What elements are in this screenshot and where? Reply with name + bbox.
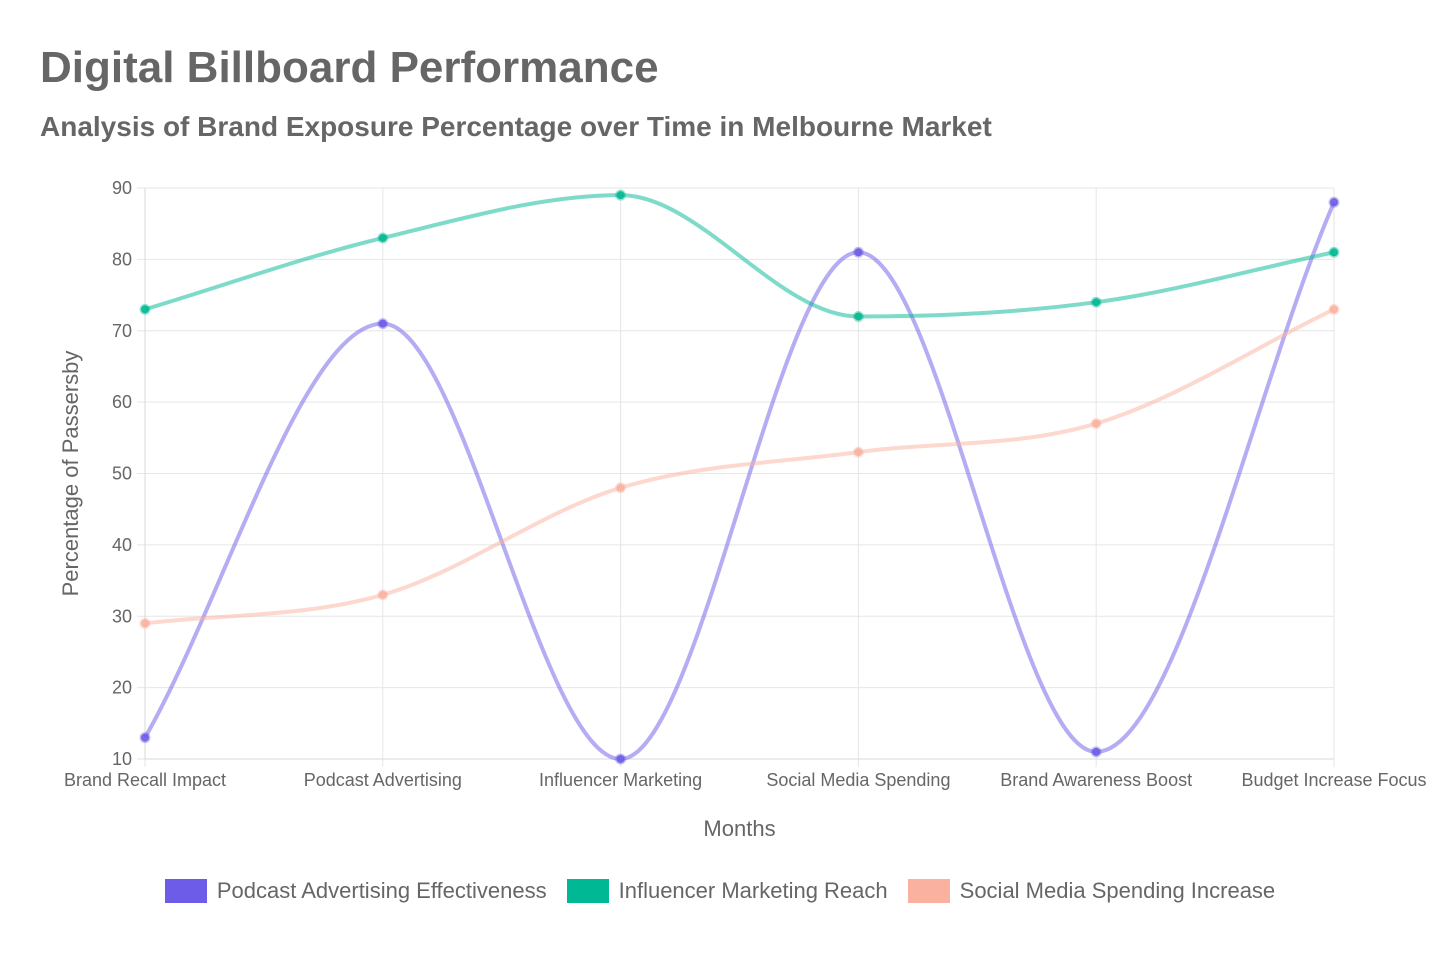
legend-label: Influencer Marketing Reach bbox=[618, 878, 888, 903]
y-axis-title: Percentage of Passersby bbox=[58, 351, 83, 597]
data-point[interactable] bbox=[615, 482, 627, 494]
series-line-1 bbox=[143, 201, 1336, 761]
data-point[interactable] bbox=[377, 232, 389, 244]
axes bbox=[144, 188, 1334, 760]
legend-swatch bbox=[566, 879, 609, 903]
data-point[interactable] bbox=[1090, 418, 1102, 430]
data-point[interactable] bbox=[377, 589, 389, 601]
chart-legend: Podcast Advertising Effectiveness Influen… bbox=[0, 878, 1440, 904]
y-tick-label: 50 bbox=[112, 464, 132, 484]
data-point[interactable] bbox=[139, 732, 151, 744]
tick-labels: 10 20 30 40 50 60 70 80 90 Brand Recall Impact Pod… bbox=[64, 178, 1427, 790]
data-point[interactable] bbox=[1090, 296, 1102, 308]
y-tick-label: 30 bbox=[112, 606, 132, 626]
legend-swatch bbox=[907, 879, 950, 903]
legend-item-3[interactable]: Social Media Spending Increase bbox=[907, 878, 1276, 904]
data-point[interactable] bbox=[377, 318, 389, 330]
y-tick-label: 20 bbox=[112, 678, 132, 698]
chart-subtitle: Analysis of Brand Exposure Percentage ov… bbox=[40, 111, 992, 142]
chart-title: Digital Billboard Performance bbox=[40, 43, 659, 92]
legend-label: Podcast Advertising Effectiveness bbox=[216, 878, 547, 903]
data-point[interactable] bbox=[852, 446, 864, 458]
x-tick-label: Budget Increase Focus bbox=[1241, 770, 1426, 790]
y-tick-label: 90 bbox=[112, 178, 132, 198]
data-point[interactable] bbox=[615, 753, 627, 765]
data-point[interactable] bbox=[615, 189, 627, 201]
series-lines bbox=[143, 193, 1336, 761]
data-point[interactable] bbox=[1328, 196, 1340, 208]
legend-label: Social Media Spending Increase bbox=[959, 878, 1276, 903]
legend-item-2[interactable]: Influencer Marketing Reach bbox=[566, 878, 888, 904]
series-line-2 bbox=[144, 193, 1335, 319]
x-tick-label: Social Media Spending bbox=[766, 770, 950, 790]
y-tick-label: 40 bbox=[112, 535, 132, 555]
y-tick-label: 70 bbox=[112, 321, 132, 341]
data-point[interactable] bbox=[1328, 303, 1340, 315]
x-tick-label: Brand Recall Impact bbox=[64, 770, 226, 790]
data-point[interactable] bbox=[1328, 246, 1340, 258]
legend-swatch bbox=[164, 879, 207, 903]
y-tick-label: 80 bbox=[112, 249, 132, 269]
data-point[interactable] bbox=[852, 310, 864, 322]
grid-lines bbox=[137, 187, 1335, 767]
legend-item-1[interactable]: Podcast Advertising Effectiveness bbox=[164, 878, 547, 904]
series-line-3 bbox=[144, 307, 1335, 626]
x-tick-label: Brand Awareness Boost bbox=[1000, 770, 1192, 790]
y-tick-label: 60 bbox=[112, 392, 132, 412]
x-tick-label: Influencer Marketing bbox=[539, 770, 702, 790]
data-point[interactable] bbox=[1090, 746, 1102, 758]
x-axis-title: Months bbox=[703, 816, 775, 841]
data-points bbox=[139, 189, 1340, 765]
y-tick-label: 10 bbox=[112, 749, 132, 769]
data-point[interactable] bbox=[139, 303, 151, 315]
data-point[interactable] bbox=[139, 617, 151, 629]
data-point[interactable] bbox=[852, 246, 864, 258]
x-tick-label: Podcast Advertising bbox=[304, 770, 462, 790]
